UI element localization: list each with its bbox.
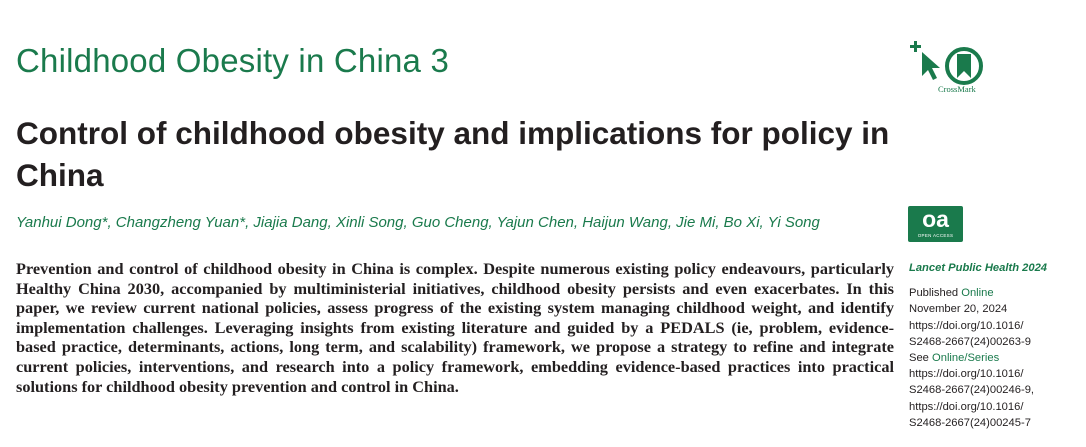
crossmark-label[interactable]: CrossMark xyxy=(938,84,976,94)
see-online-series-link[interactable]: Online/Series xyxy=(932,352,1000,365)
series-title: Childhood Obesity in China 3 xyxy=(16,42,450,79)
author-list[interactable]: Yanhui Dong*, Changzheng Yuan*, Jiajia D… xyxy=(16,214,820,231)
doi-link-2a[interactable]: https://doi.org/10.1016/ xyxy=(909,368,1024,381)
journal-citation: Lancet Public Health 2024 xyxy=(909,262,1048,274)
open-access-label: OPEN ACCESS xyxy=(917,233,954,238)
open-access-icon: oa OPEN ACCESS xyxy=(908,206,963,242)
see-label: See xyxy=(909,352,929,365)
article-title: Control of childhood obesity and implica… xyxy=(16,115,890,193)
article-sidebar: Lancet Public Health 2024 Published Onli… xyxy=(909,260,1084,431)
doi-link-3a[interactable]: https://doi.org/10.1016/ xyxy=(909,400,1024,413)
doi-link-1b[interactable]: S2468-2667(24)00263-9 xyxy=(909,335,1031,348)
open-access-logo-text: oa xyxy=(922,206,949,232)
published-online-link[interactable]: Online xyxy=(961,287,994,300)
published-date: November 20, 2024 xyxy=(909,303,1008,316)
doi-link-1a[interactable]: https://doi.org/10.1016/ xyxy=(909,319,1024,332)
crossmark-icon[interactable] xyxy=(908,40,988,100)
published-label: Published xyxy=(909,287,959,300)
doi-link-2b[interactable]: S2468-2667(24)00246-9, xyxy=(909,384,1035,397)
abstract-text: Prevention and control of childhood obes… xyxy=(16,259,894,396)
doi-link-3b[interactable]: S2468-2667(24)00245-7 xyxy=(909,416,1031,429)
published-line: Published Online xyxy=(909,285,1084,301)
see-also-line: See Online/Series xyxy=(909,350,1084,366)
